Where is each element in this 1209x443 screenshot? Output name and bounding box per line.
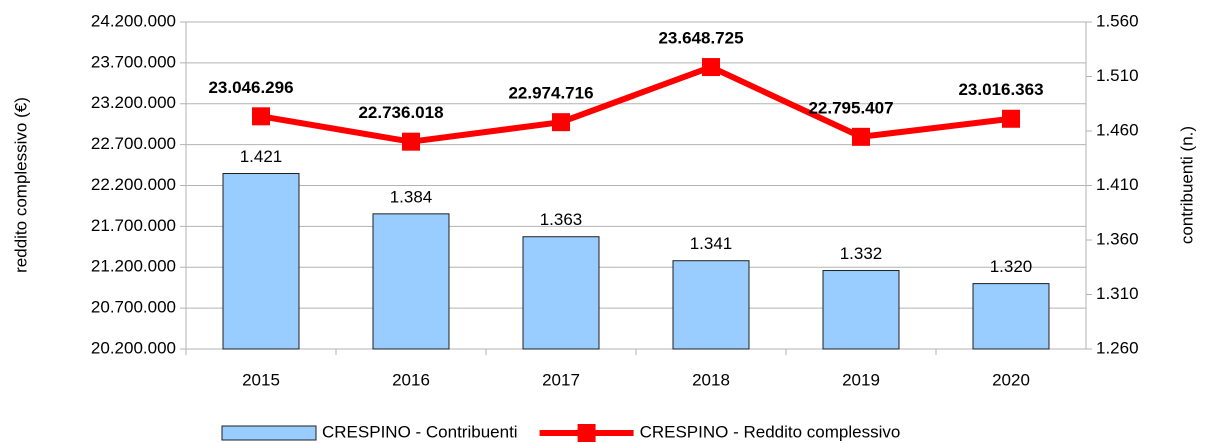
legend-swatch: [577, 424, 596, 442]
y-tick-label: 22.200.000: [91, 175, 176, 194]
line-value-label: 23.046.296: [208, 78, 293, 97]
x-tick-label: 2018: [692, 370, 730, 389]
y2-tick-label: 1.510: [1096, 66, 1139, 85]
line-value-label: 22.795.407: [808, 98, 893, 117]
bar: [372, 213, 450, 350]
y-tick-label: 24.200.000: [91, 11, 176, 30]
bar: [522, 236, 600, 350]
line-marker: [402, 132, 420, 151]
legend-label: CRESPINO - Reddito complessivo: [640, 422, 901, 441]
line-marker: [852, 127, 870, 146]
bar: [972, 283, 1050, 350]
bar-value-label: 1.332: [840, 244, 883, 263]
x-tick-label: 2017: [542, 370, 580, 389]
x-tick-label: 2020: [992, 370, 1030, 389]
legend-label: CRESPINO - Contribuenti: [322, 422, 518, 441]
y-tick-label: 20.700.000: [91, 298, 176, 317]
y-axis-label: reddito complessivo (€): [11, 97, 30, 273]
x-tick-label: 2016: [392, 370, 430, 389]
bar-value-label: 1.341: [690, 234, 733, 253]
y2-tick-label: 1.560: [1096, 11, 1139, 30]
y2-tick-label: 1.310: [1096, 284, 1139, 303]
bar-value-label: 1.363: [540, 210, 583, 229]
bar-value-label: 1.384: [390, 187, 433, 206]
y2-tick-label: 1.460: [1096, 120, 1139, 139]
bar-value-label: 1.320: [990, 257, 1033, 276]
y-tick-label: 21.700.000: [91, 216, 176, 235]
y2-tick-label: 1.260: [1096, 338, 1139, 357]
bar: [822, 270, 900, 350]
line-marker: [252, 107, 270, 126]
line-value-label: 22.974.716: [508, 84, 593, 103]
line-value-label: 23.016.363: [958, 80, 1043, 99]
line-value-label: 22.736.018: [358, 103, 443, 122]
y-tick-label: 23.200.000: [91, 93, 176, 112]
y2-tick-label: 1.360: [1096, 229, 1139, 248]
y-tick-label: 20.200.000: [91, 338, 176, 357]
x-tick-label: 2019: [842, 370, 880, 389]
bar: [222, 173, 300, 350]
y2-tick-label: 1.410: [1096, 175, 1139, 194]
line-marker: [1002, 109, 1020, 128]
y2-axis-label: contribuenti (n.): [1177, 126, 1196, 244]
bar: [672, 260, 750, 350]
y-tick-label: 21.200.000: [91, 257, 176, 276]
line-marker: [702, 58, 720, 77]
legend-swatch: [221, 425, 317, 441]
y-tick-label: 22.700.000: [91, 134, 176, 153]
bar-value-label: 1.421: [240, 147, 283, 166]
x-tick-label: 2015: [242, 370, 280, 389]
line-marker: [552, 113, 570, 132]
y-tick-label: 23.700.000: [91, 52, 176, 71]
line-value-label: 23.648.725: [658, 29, 743, 48]
line: [260, 64, 1012, 145]
